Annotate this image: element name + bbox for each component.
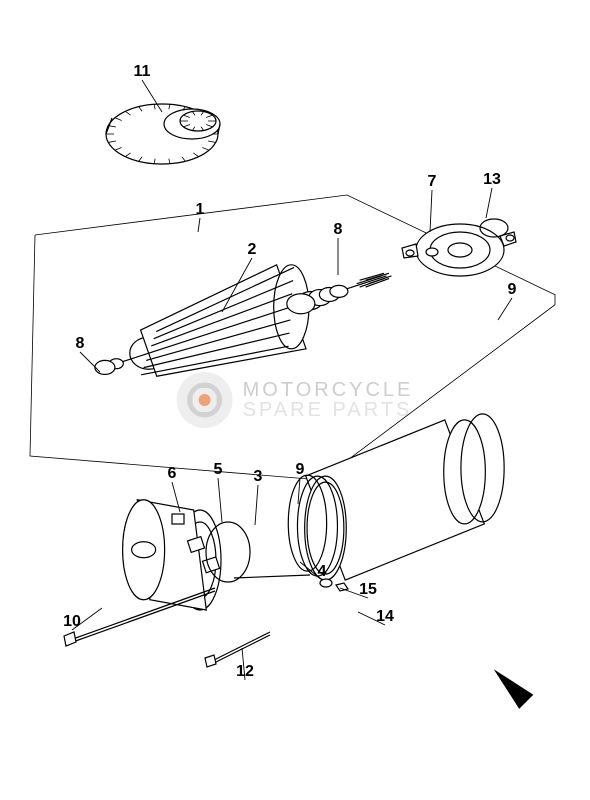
watermark-line1: MOTORCYCLE — [243, 380, 414, 400]
callout-c10: 10 — [63, 613, 81, 631]
view-direction-arrow — [480, 656, 540, 721]
watermark-line2: SPARE PARTS — [243, 400, 414, 420]
gear-icon — [185, 380, 225, 420]
callout-c9a: 9 — [296, 461, 305, 479]
callout-c7: 7 — [428, 173, 437, 191]
callout-c9b: 9 — [508, 281, 517, 299]
callout-c8b: 8 — [76, 335, 85, 353]
watermark-logo — [177, 372, 233, 428]
exploded-diagram: 12345678899101112131415 MOTORCYCLE SPARE… — [0, 0, 590, 800]
callout-c12: 12 — [236, 663, 254, 681]
callout-c13: 13 — [483, 171, 501, 189]
callout-c15: 15 — [359, 581, 377, 599]
watermark: MOTORCYCLE SPARE PARTS — [177, 372, 414, 428]
watermark-text: MOTORCYCLE SPARE PARTS — [243, 380, 414, 420]
callout-c11: 11 — [134, 63, 151, 81]
callout-c6: 6 — [168, 465, 177, 483]
callout-c5: 5 — [214, 461, 223, 479]
callout-c8a: 8 — [334, 221, 343, 239]
callout-c3: 3 — [254, 468, 263, 486]
callout-c14: 14 — [376, 608, 394, 626]
callout-c4: 4 — [318, 563, 327, 581]
callout-c1: 1 — [196, 201, 205, 219]
callout-c2: 2 — [248, 241, 257, 259]
